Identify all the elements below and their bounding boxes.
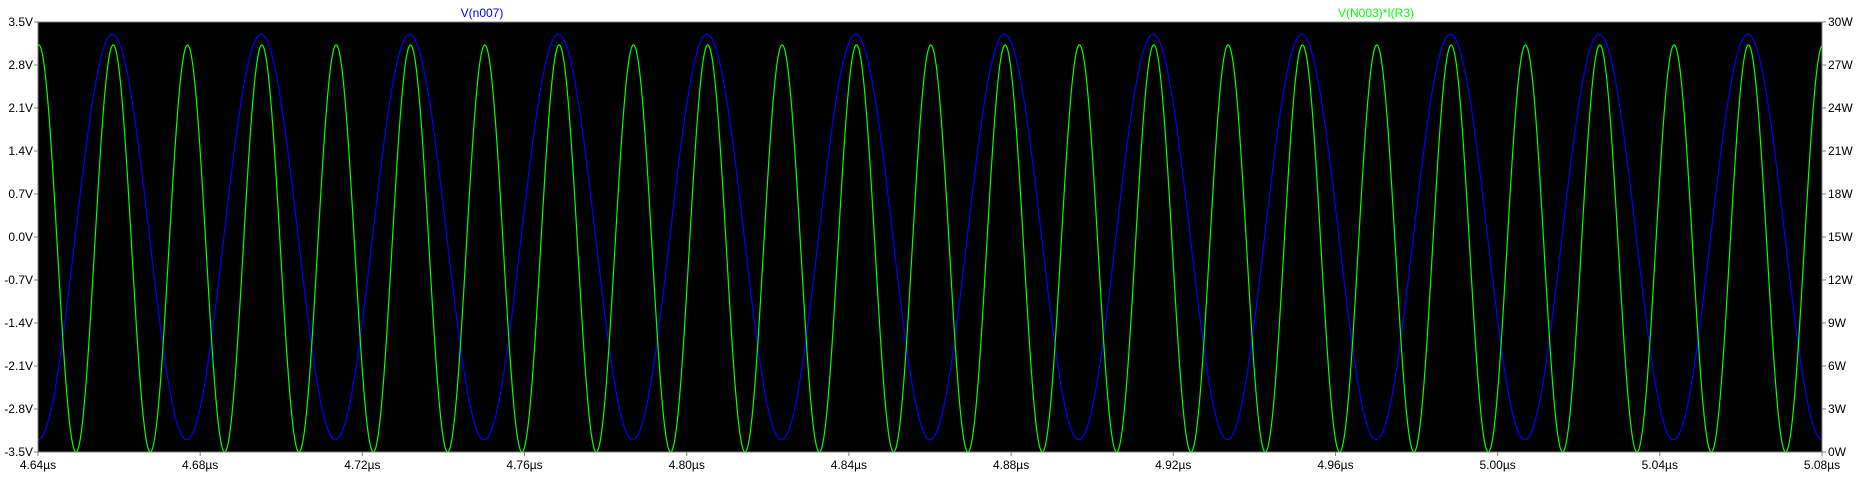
left-y-tick-label: -3.5V (4, 445, 33, 459)
x-tick-label: 5.08µs (1804, 458, 1840, 472)
x-axis: 4.64µs 4.68µs 4.72µs 4.76µs 4.80µs 4.84µs 4.88… (20, 452, 1840, 472)
right-y-tick-label: 0W (1828, 445, 1847, 459)
right-y-tick-label: 3W (1828, 402, 1847, 416)
trace-name-power[interactable]: V(N003)*I(R3) (1338, 6, 1414, 20)
left-y-tick-label: -1.4V (4, 316, 33, 330)
trace-legend[interactable]: V(n007) V(N003)*I(R3) (461, 6, 1414, 20)
left-y-axis: 3.5V 2.8V 2.1V 1.4V 0.7V 0.0V -0.7V -1.4V -2.1V -… (4, 15, 38, 459)
left-y-tick-label: 0.7V (8, 187, 33, 201)
left-y-tick-label: -0.7V (4, 273, 33, 287)
right-y-tick-label: 6W (1828, 359, 1847, 373)
plot-area (38, 22, 1822, 452)
trace-layer (37, 33, 1823, 453)
x-tick-label: 4.68µs (182, 458, 218, 472)
right-y-tick-label: 9W (1828, 316, 1847, 330)
x-tick-label: 4.72µs (344, 458, 380, 472)
x-tick-label: 4.84µs (831, 458, 867, 472)
x-tick-label: 4.64µs (20, 458, 56, 472)
x-tick-label: 4.92µs (1155, 458, 1191, 472)
left-y-tick-label: 2.1V (8, 101, 33, 115)
x-tick-label: 4.96µs (1317, 458, 1353, 472)
right-y-tick-label: 24W (1828, 101, 1853, 115)
trace-v-n007 (37, 33, 1823, 441)
right-y-tick-label: 30W (1828, 15, 1853, 29)
right-y-tick-label: 12W (1828, 273, 1853, 287)
left-y-tick-label: -2.8V (4, 402, 33, 416)
x-tick-label: 5.04µs (1642, 458, 1678, 472)
x-tick-label: 4.80µs (669, 458, 705, 472)
trace-power (37, 44, 1823, 453)
right-y-tick-label: 21W (1828, 144, 1853, 158)
left-y-tick-label: 3.5V (8, 15, 33, 29)
left-y-tick-label: 0.0V (8, 230, 33, 244)
left-y-tick-label: 1.4V (8, 144, 33, 158)
trace-name-v-n007[interactable]: V(n007) (461, 6, 504, 20)
right-y-tick-label: 27W (1828, 58, 1853, 72)
right-y-tick-label: 18W (1828, 187, 1853, 201)
right-y-axis: 30W 27W 24W 21W 18W 15W 12W 9W 6W 3W 0W (1822, 15, 1853, 459)
left-y-tick-label: -2.1V (4, 359, 33, 373)
left-y-tick-label: 2.8V (8, 58, 33, 72)
right-y-tick-label: 15W (1828, 230, 1853, 244)
x-tick-label: 4.76µs (506, 458, 542, 472)
x-tick-label: 5.00µs (1479, 458, 1515, 472)
x-tick-label: 4.88µs (993, 458, 1029, 472)
